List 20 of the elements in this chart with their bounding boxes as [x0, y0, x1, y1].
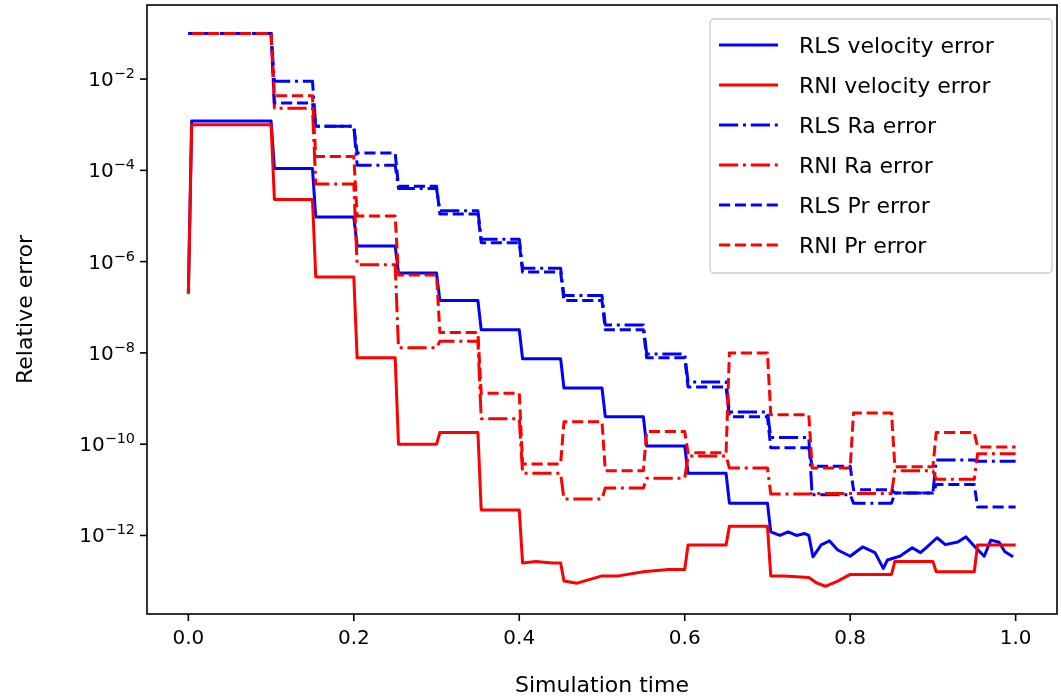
legend-label: RLS Ra error — [799, 113, 937, 138]
y-tick-label: 10$^{−12}$ — [79, 521, 135, 548]
x-axis-title: Simulation time — [515, 672, 689, 697]
y-tick-label: 10$^{−2}$ — [88, 65, 135, 92]
x-tick-label: 0.2 — [337, 625, 370, 649]
y-tick-label: 10$^{−10}$ — [79, 430, 135, 457]
y-tick-label: 10$^{−8}$ — [88, 338, 135, 365]
y-tick-label: 10$^{−6}$ — [88, 247, 135, 274]
legend-label: RNI velocity error — [799, 73, 992, 98]
x-tick-label: 1.0 — [999, 625, 1032, 649]
x-tick-label: 0.6 — [668, 625, 701, 649]
legend-label: RNI Ra error — [799, 153, 934, 178]
x-tick-label: 0.0 — [172, 625, 205, 649]
legend-label: RLS Pr error — [799, 193, 931, 218]
legend-label: RLS velocity error — [799, 33, 995, 58]
y-axis-title: Relative error — [12, 234, 37, 384]
y-tick-label: 10$^{−4}$ — [88, 156, 135, 183]
legend-label: RNI Pr error — [799, 233, 928, 258]
x-tick-label: 0.8 — [834, 625, 867, 649]
x-tick-label: 0.4 — [503, 625, 536, 649]
